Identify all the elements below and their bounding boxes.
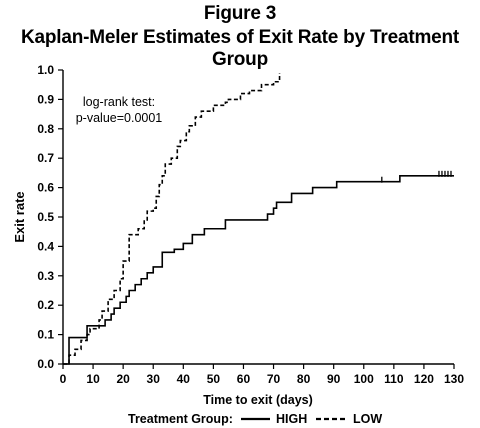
annotation-line-1: log-rank test:	[83, 95, 155, 109]
chart-title: Kaplan-Meler Estimates of Exit Rate by T…	[20, 27, 460, 70]
x-tick-label: 0	[60, 372, 67, 386]
y-tick-label: 0.4	[37, 239, 54, 253]
x-tick-label: 80	[297, 372, 311, 386]
series-layer	[63, 72, 454, 365]
x-tick-label: 60	[237, 372, 251, 386]
x-axis-label: Time to exit (days)	[203, 393, 313, 407]
x-tick-label: 20	[116, 372, 130, 386]
x-tick-label: 40	[177, 372, 191, 386]
y-tick-label: 0.3	[37, 269, 54, 283]
y-tick-label: 0.8	[37, 122, 54, 136]
ticks: 0 10 20 30 40 50 60 70 80 90 100 110 120 130 0.0 0.1 0.2…	[37, 63, 464, 386]
figure-label: Figure 3	[203, 3, 277, 24]
x-tick-label: 110	[384, 372, 404, 386]
x-tick-label: 70	[267, 372, 281, 386]
series-line-low	[63, 72, 281, 365]
legend-label-high: HIGH	[276, 412, 307, 426]
y-tick-label: 0.5	[37, 210, 54, 224]
x-tick-label: 90	[327, 372, 341, 386]
y-tick-label: 0.2	[37, 298, 54, 312]
y-tick-label: 0.9	[37, 92, 54, 106]
legend-label-low: LOW	[353, 412, 382, 426]
x-tick-label: 30	[147, 372, 161, 386]
legend: Treatment Group: HIGH LOW	[128, 412, 382, 426]
x-tick-label: 130	[444, 372, 464, 386]
y-tick-label: 0.7	[37, 151, 54, 165]
x-tick-label: 100	[354, 372, 374, 386]
legend-title: Treatment Group:	[128, 412, 233, 426]
x-tick-label: 50	[207, 372, 221, 386]
series-line-high	[63, 175, 454, 365]
y-axis-label: Exit rate	[12, 191, 27, 242]
y-tick-label: 1.0	[37, 63, 54, 77]
x-tick-label: 10	[86, 372, 100, 386]
y-tick-label: 0.1	[37, 328, 54, 342]
annotation-line-2: p-value=0.0001	[76, 111, 163, 125]
y-tick-label: 0.6	[37, 181, 54, 195]
x-tick-label: 120	[414, 372, 434, 386]
y-tick-label: 0.0	[37, 357, 54, 371]
